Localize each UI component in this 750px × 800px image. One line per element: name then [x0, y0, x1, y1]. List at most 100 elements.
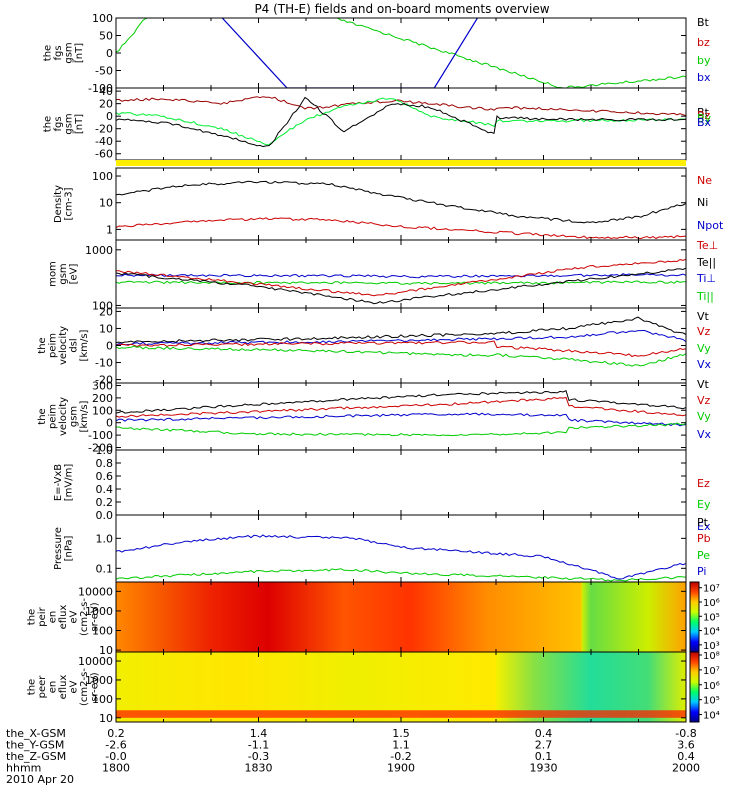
y-tick-label: 0 — [106, 110, 113, 123]
svg-text:peir: peir — [37, 606, 48, 626]
y-axis-label: mom gsm [eV] — [48, 261, 80, 287]
y-axis-label: the peer en eflux eV (cm2-s-sr-eV) — [27, 668, 101, 706]
y-tick-label: 100 — [92, 693, 113, 706]
series-line-bx — [221, 18, 479, 88]
legend-entry: bx — [697, 71, 711, 84]
series-line-Vz — [116, 396, 686, 418]
legend-entry: Vt — [697, 310, 710, 323]
svg-text:eV: eV — [69, 610, 80, 623]
footer-value: 0.4 — [535, 727, 553, 740]
svg-text:the: the — [42, 116, 53, 132]
y-tick-label: 1000 — [85, 605, 113, 618]
colorbar-tick-label: 10³ — [703, 641, 720, 652]
figure-title: P4 (TH-E) fields and on-board moments ov… — [254, 2, 549, 16]
svg-text:gsm: gsm — [69, 406, 80, 427]
y-tick-label: 10 — [99, 322, 113, 335]
svg-text:peim: peim — [48, 333, 59, 358]
series-line-Vy — [116, 345, 686, 367]
y-tick-label: 0.2 — [96, 496, 114, 509]
y-axis-label: the peim velocity gsm [km/s] — [37, 397, 90, 436]
y-tick-label: -40 — [95, 135, 113, 148]
svg-text:en: en — [48, 681, 59, 694]
y-tick-label: 1 — [106, 223, 113, 236]
svg-text:Density: Density — [53, 185, 64, 223]
svg-text:sr-eV): sr-eV) — [90, 672, 101, 701]
legend-entry: Ti|| — [696, 290, 714, 303]
panel-10: 10⁸ 10⁷ 10⁶ 10⁵ 10⁴ 10000 1000 100 10 the peer en ef… — [27, 651, 720, 725]
y-tick-label: 10000 — [78, 655, 113, 668]
legend-entry: bz — [697, 36, 710, 49]
svg-text:gsm: gsm — [63, 113, 74, 134]
legend-entry: Pt — [697, 516, 709, 529]
series-line-Ti|| — [116, 280, 686, 285]
panel-1: 100 50 0 -50 -100 the fgs gsm [nT] Bt bz by bx — [42, 12, 711, 95]
svg-text:fgs: fgs — [53, 116, 64, 131]
panel-frame — [115, 449, 687, 516]
y-tick-label: 10 — [99, 197, 113, 210]
legend-entry: Vt — [697, 378, 710, 391]
panel-frame — [115, 239, 687, 309]
panel-frame — [115, 167, 687, 241]
footer-row-label: the_X-GSM — [6, 727, 66, 740]
y-tick-label: 20 — [99, 98, 113, 111]
y-tick-label: -100 — [88, 82, 113, 95]
footer-value: -0.2 — [390, 750, 411, 763]
colorbar-tick-label: 10⁴ — [703, 711, 720, 722]
low-energy-band — [116, 710, 686, 718]
footer-value: -0.0 — [105, 750, 126, 763]
y-tick-label: 10 — [99, 644, 113, 657]
panel-7: 1.00.80.60.40.20.0 E=-VxB [mV/m] Ez Ey Ex — [53, 444, 711, 533]
y-tick-label: 100 — [92, 170, 113, 183]
y-tick-label: 100 — [92, 404, 113, 417]
svg-text:velocity: velocity — [58, 397, 69, 436]
legend-entry: Ni — [697, 196, 708, 209]
footer-value: 0.1 — [535, 750, 553, 763]
y-axis-label: the fgs gsm [nT] — [42, 113, 85, 134]
y-tick-label: 0.4 — [96, 483, 114, 496]
legend-entry: Ey — [697, 498, 711, 511]
footer-value: 1830 — [245, 762, 273, 775]
y-tick-label: 1.0 — [96, 532, 114, 545]
series-line-Bt — [116, 96, 686, 117]
y-tick-label: 0.8 — [96, 457, 114, 470]
svg-text:[nPa]: [nPa] — [63, 535, 74, 561]
colorbar-tick-label: 10⁸ — [703, 651, 720, 662]
series-line-Ti⊥ — [116, 273, 686, 279]
footer-value: 2000 — [672, 762, 700, 775]
svg-text:velocity: velocity — [58, 326, 69, 365]
svg-text:[eV]: [eV] — [69, 264, 80, 285]
svg-text:peim: peim — [48, 404, 59, 429]
svg-text:eflux: eflux — [58, 675, 69, 700]
y-tick-label: -10 — [95, 357, 113, 370]
legend-entry: Vz — [697, 325, 711, 338]
y-tick-label: -60 — [95, 148, 113, 161]
footer-row-label: the_Y-GSM — [6, 739, 64, 752]
svg-text:sr-eV): sr-eV) — [90, 602, 101, 631]
svg-text:(cm2-s-: (cm2-s- — [79, 598, 90, 636]
y-tick-label: 20 — [99, 305, 113, 318]
legend-entry: Bx — [697, 116, 712, 129]
svg-text:the: the — [37, 408, 48, 424]
series-line-Pi — [116, 534, 686, 580]
y-axis-label: Density [cm-3] — [53, 185, 75, 223]
series-line-Pe — [116, 568, 686, 582]
panel-9: 10⁷ 10⁶ 10⁵ 10⁴ 10³ 10000 1000 100 10 the peir en ef… — [27, 581, 720, 657]
series-line-Vz — [116, 340, 686, 358]
footer-value: 3.6 — [677, 739, 695, 752]
colorbar-tick-label: 10⁷ — [703, 666, 720, 677]
y-tick-label: 1000 — [85, 244, 113, 257]
svg-text:[km/s]: [km/s] — [79, 400, 90, 432]
svg-text:en: en — [48, 611, 59, 624]
y-tick-label: -20 — [95, 123, 113, 136]
legend-entry: Bt — [697, 106, 710, 119]
y-axis-label: E=-VxB [mV/m] — [53, 464, 75, 502]
svg-text:E=-VxB: E=-VxB — [53, 464, 64, 501]
y-tick-label: 10 — [99, 712, 113, 725]
legend-entry: Pe — [697, 549, 710, 562]
y-tick-label: 100 — [92, 299, 113, 312]
y-tick-label: 10000 — [78, 585, 113, 598]
y-tick-label: 1.0 — [96, 444, 114, 457]
